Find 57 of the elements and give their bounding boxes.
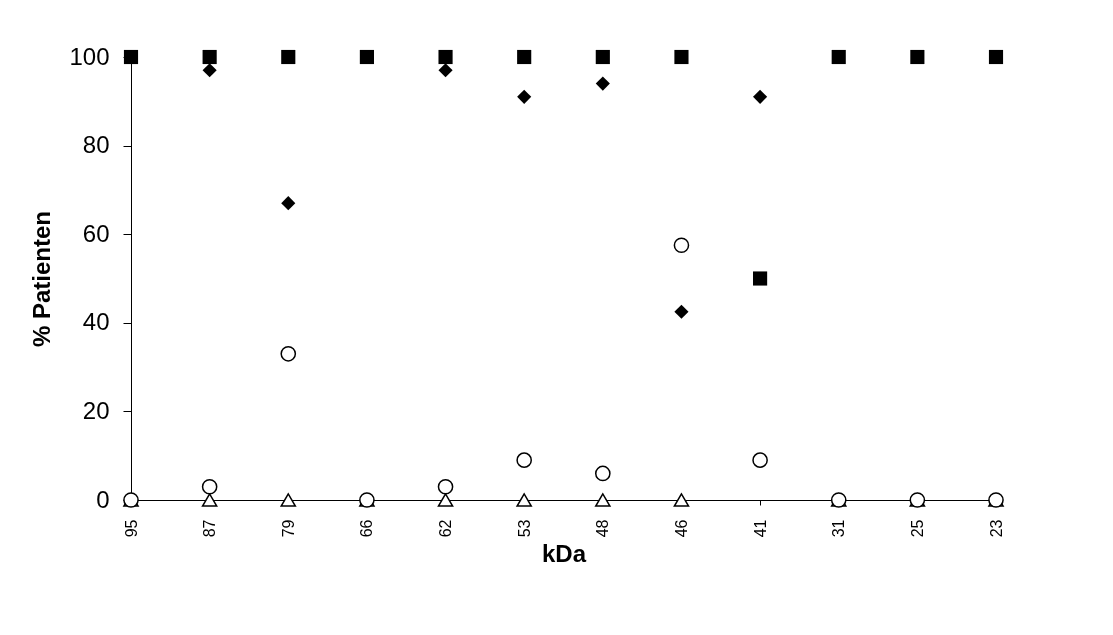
point — [910, 49, 925, 65]
x-tick-label: 23 — [987, 519, 1005, 538]
point — [909, 492, 926, 508]
point — [753, 271, 768, 286]
point — [673, 237, 690, 254]
point — [202, 49, 217, 65]
y-tick-label: 60 — [82, 219, 110, 247]
y-tick-label: 20 — [82, 396, 110, 424]
point — [123, 49, 139, 65]
point — [830, 492, 847, 508]
point — [988, 492, 1004, 508]
point — [437, 493, 454, 507]
point — [516, 452, 532, 468]
y-axis-title: % Patienten — [28, 210, 56, 348]
point — [595, 49, 610, 65]
point — [201, 478, 218, 495]
point — [831, 49, 846, 65]
point — [753, 89, 768, 104]
x-tick-label: 87 — [201, 519, 219, 538]
x-tick-label: 25 — [908, 519, 926, 538]
point — [674, 304, 689, 319]
point — [595, 76, 610, 91]
x-tick-label: 62 — [437, 519, 455, 538]
point — [595, 465, 611, 482]
point — [517, 89, 532, 104]
point — [281, 196, 296, 211]
point — [123, 492, 139, 508]
point — [595, 493, 611, 507]
x-tick-label: 53 — [515, 519, 533, 538]
point — [674, 49, 689, 65]
point — [673, 493, 690, 507]
point — [438, 49, 453, 65]
x-tick-label: 95 — [122, 519, 140, 538]
x-tick-label: 48 — [594, 519, 612, 538]
point — [201, 493, 218, 507]
point — [280, 346, 297, 362]
y-tick-label: 80 — [82, 131, 110, 159]
point — [281, 49, 296, 65]
point — [359, 49, 374, 65]
point — [438, 63, 453, 78]
point — [202, 63, 217, 78]
y-tick-label: 0 — [96, 485, 110, 513]
point — [516, 493, 532, 507]
x-axis-title: kDa — [541, 540, 587, 568]
point — [437, 478, 454, 495]
x-tick-label: 79 — [279, 519, 297, 538]
y-tick-label: 100 — [69, 42, 110, 70]
point — [359, 492, 375, 508]
x-tick-label: 46 — [672, 519, 690, 538]
x-tick-label: 66 — [358, 519, 376, 538]
x-tick-label: 41 — [751, 519, 769, 538]
point — [517, 49, 532, 65]
point — [988, 49, 1004, 65]
y-tick-label: 40 — [82, 308, 110, 336]
x-tick-label: 31 — [830, 519, 848, 538]
point — [752, 452, 768, 468]
point — [280, 493, 297, 507]
